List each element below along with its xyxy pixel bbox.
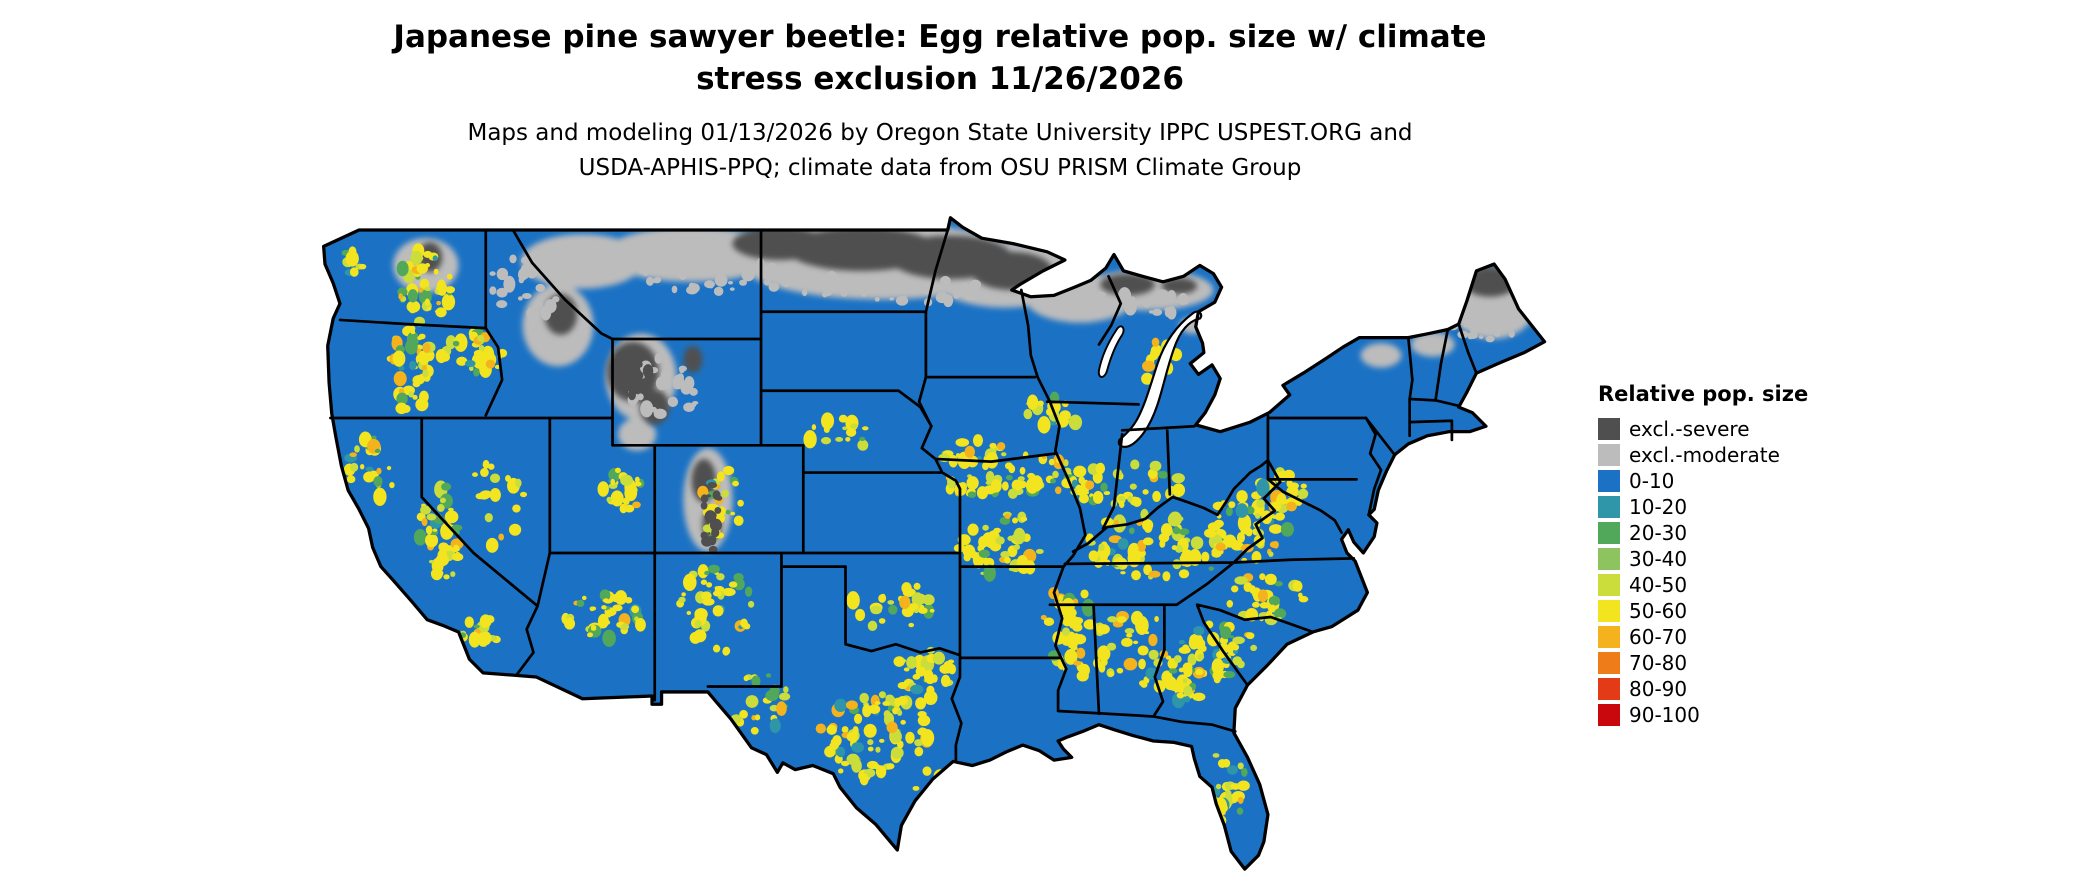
legend-swatch xyxy=(1598,496,1620,518)
legend-swatch xyxy=(1598,626,1620,648)
us-population-map xyxy=(310,200,1550,892)
page-title: Japanese pine sawyer beetle: Egg relativ… xyxy=(240,16,1640,100)
legend-swatch xyxy=(1598,444,1620,466)
green-bay xyxy=(1097,325,1125,378)
legend-item: 90-100 xyxy=(1598,703,1878,727)
legend-item: 20-30 xyxy=(1598,521,1878,545)
legend-swatch xyxy=(1598,522,1620,544)
legend-item-label: 80-90 xyxy=(1629,677,1688,701)
legend-item-label: 40-50 xyxy=(1629,573,1688,597)
legend-items: excl.-severe excl.-moderate 0-10 10-20 20-30… xyxy=(1598,417,1878,727)
map-legend: Relative pop. size excl.-severe excl.-mod… xyxy=(1598,382,1878,730)
legend-item: 70-80 xyxy=(1598,651,1878,675)
legend-swatch xyxy=(1598,548,1620,570)
page-subtitle: Maps and modeling 01/13/2026 by Oregon S… xyxy=(240,116,1640,186)
legend-swatch xyxy=(1598,418,1620,440)
us-outline xyxy=(321,216,1547,871)
legend-item: excl.-severe xyxy=(1598,417,1878,441)
legend-item: 30-40 xyxy=(1598,547,1878,571)
legend-item-label: 0-10 xyxy=(1629,469,1675,493)
legend-item: 10-20 xyxy=(1598,495,1878,519)
legend-item-label: 20-30 xyxy=(1629,521,1688,545)
title-line-2: stress exclusion 11/26/2026 xyxy=(696,61,1184,97)
legend-swatch xyxy=(1598,600,1620,622)
legend-item-label: excl.-moderate xyxy=(1629,443,1780,467)
legend-item-label: 60-70 xyxy=(1629,625,1688,649)
legend-item-label: 90-100 xyxy=(1629,703,1700,727)
legend-item: 80-90 xyxy=(1598,677,1878,701)
legend-item: 50-60 xyxy=(1598,599,1878,623)
lake-michigan xyxy=(1117,310,1203,448)
legend-item: 40-50 xyxy=(1598,573,1878,597)
legend-item-label: 50-60 xyxy=(1629,599,1688,623)
state-borders xyxy=(329,228,1478,762)
legend-swatch xyxy=(1598,704,1620,726)
legend-item-label: 10-20 xyxy=(1629,495,1688,519)
legend-item-label: 70-80 xyxy=(1629,651,1688,675)
legend-swatch xyxy=(1598,652,1620,674)
legend-swatch xyxy=(1598,678,1620,700)
legend-item-label: excl.-severe xyxy=(1629,417,1750,441)
legend-item-label: 30-40 xyxy=(1629,547,1688,571)
subtitle-line-2: USDA-APHIS-PPQ; climate data from OSU PR… xyxy=(578,155,1302,181)
legend-item: 60-70 xyxy=(1598,625,1878,649)
title-line-1: Japanese pine sawyer beetle: Egg relativ… xyxy=(393,19,1487,55)
subtitle-line-1: Maps and modeling 01/13/2026 by Oregon S… xyxy=(467,120,1413,146)
legend-swatch xyxy=(1598,574,1620,596)
legend-title: Relative pop. size xyxy=(1598,382,1809,406)
legend-item: excl.-moderate xyxy=(1598,443,1878,467)
legend-swatch xyxy=(1598,470,1620,492)
us-map-svg xyxy=(321,216,1547,871)
legend-item: 0-10 xyxy=(1598,469,1878,493)
